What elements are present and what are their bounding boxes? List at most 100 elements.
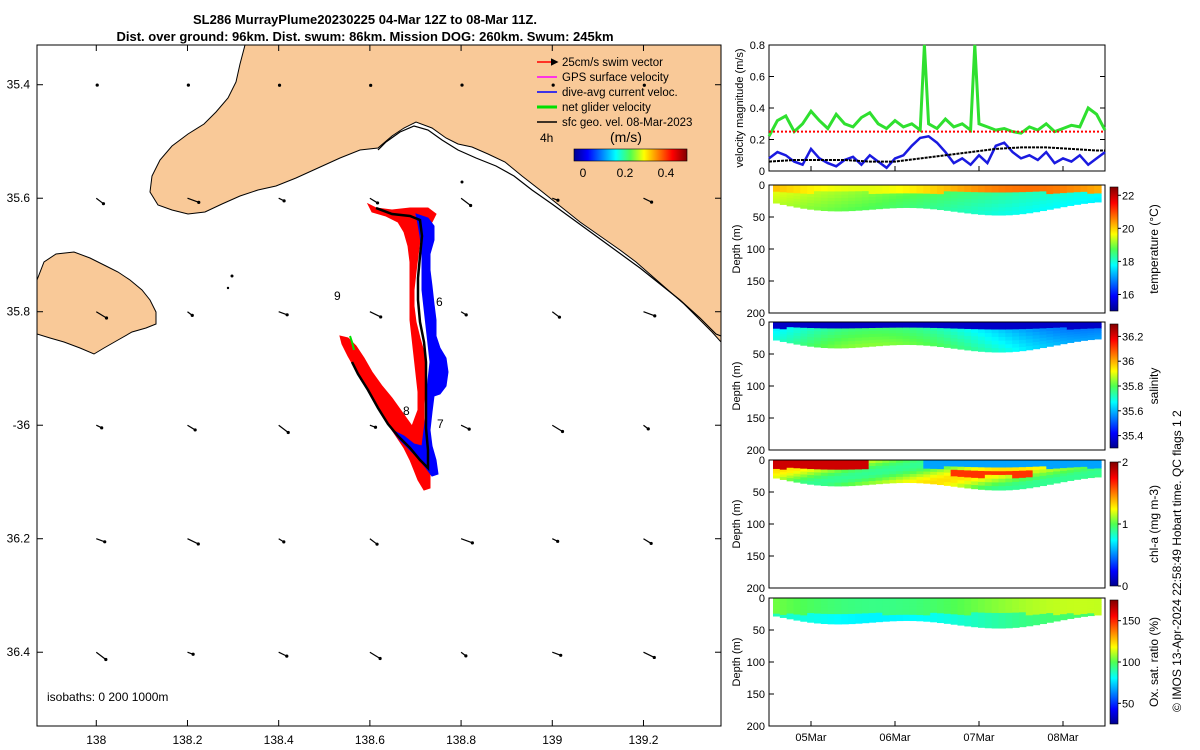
section-cell [998,325,1006,331]
section-cell [793,473,801,478]
section-cell [1039,482,1047,487]
islet [230,274,234,278]
section-cell [916,615,924,619]
section-cell [800,471,808,476]
section-cell [943,460,952,464]
section-cell [868,197,877,201]
section-cell [984,467,993,472]
section-cell [779,194,788,198]
section-cell [923,342,931,346]
section-cell [875,474,883,479]
section-cell [1025,205,1034,210]
section-cell [1060,190,1068,194]
section-cell [971,481,979,486]
section-cell [991,199,1000,205]
section-cell [807,613,815,617]
y-tick-label: 100 [747,381,765,393]
section-cell [998,329,1006,334]
section-cell [902,479,911,483]
geo-vector-head [286,430,290,435]
section-cell [984,598,993,603]
section-cell [820,460,829,464]
section-cell [834,614,842,618]
section-cell [971,202,979,208]
section-cell [779,324,788,328]
section-cell [807,188,815,192]
section-cell [773,337,781,341]
section-cell [1039,617,1047,621]
section-cell [827,201,836,205]
section-cell [814,200,822,205]
section-cell [773,611,781,615]
section-cell [1066,329,1075,333]
section-cell [820,185,829,189]
section-cell [1080,473,1088,477]
section-cell [875,330,883,335]
section-cell [1073,338,1082,342]
section-cell [957,335,965,340]
section-cell [868,598,877,602]
section-cell [861,340,870,345]
section-cell [1019,619,1027,624]
y-tick-label: 150 [747,689,765,701]
section-cell [889,327,897,332]
geo-vector [460,197,471,206]
section-cell [971,598,979,603]
section-cell [1094,468,1102,472]
section-cell [773,185,781,188]
section-cell [1080,611,1088,615]
section-cell [1019,463,1027,468]
section-cell [916,199,924,203]
section-cell [848,604,856,609]
section-cell [964,463,972,468]
section-cell [937,197,945,201]
section-cell [855,472,863,477]
section-cell [950,473,959,477]
section-cell [909,190,918,195]
section-cell [943,200,952,205]
velocity-series-line [768,146,1105,163]
section-cell [1087,185,1095,188]
section-cell [998,207,1006,212]
section-ylabel: Depth (m) [731,225,743,274]
section-cell [855,598,863,602]
section-cell [786,340,795,344]
x-tick-label: 138.6 [355,733,385,747]
section-cell [861,203,870,208]
geo-vector-head [193,428,197,432]
section-cell [998,601,1006,607]
section-cell [882,342,890,346]
section-cell [916,185,924,189]
section-cell [1087,613,1095,617]
section-cell [991,192,1000,197]
section-cell [978,478,986,483]
section-cell [1066,472,1075,476]
y-tick-label: 0 [759,455,765,467]
section-cell [937,613,945,617]
section-cell [896,600,904,605]
y-tick-label: 200 [747,721,765,733]
section-cell [957,185,965,189]
section-cell [820,341,829,345]
geo-vector-head [103,540,107,544]
section-cell [1019,474,1027,479]
section-cell [909,193,918,197]
y-tick-label: 0.2 [750,135,765,147]
section-cell [1066,462,1075,466]
section-cell [841,325,849,330]
section-cell [1094,324,1102,327]
section-cell [930,480,938,485]
section-cell [882,600,890,605]
section-cell [882,205,890,209]
section-cell [923,202,931,206]
section-cell [1080,604,1088,608]
section-cell [978,608,986,614]
section-cell [1066,322,1075,326]
section-cell [909,322,918,326]
geo-vector-head [469,203,473,208]
section-cell [868,472,877,476]
chart-title-line2: Dist. over ground: 96km. Dist. swum: 86k… [116,29,614,44]
section-cell [991,620,1000,625]
y-tick-label: 200 [747,583,765,595]
